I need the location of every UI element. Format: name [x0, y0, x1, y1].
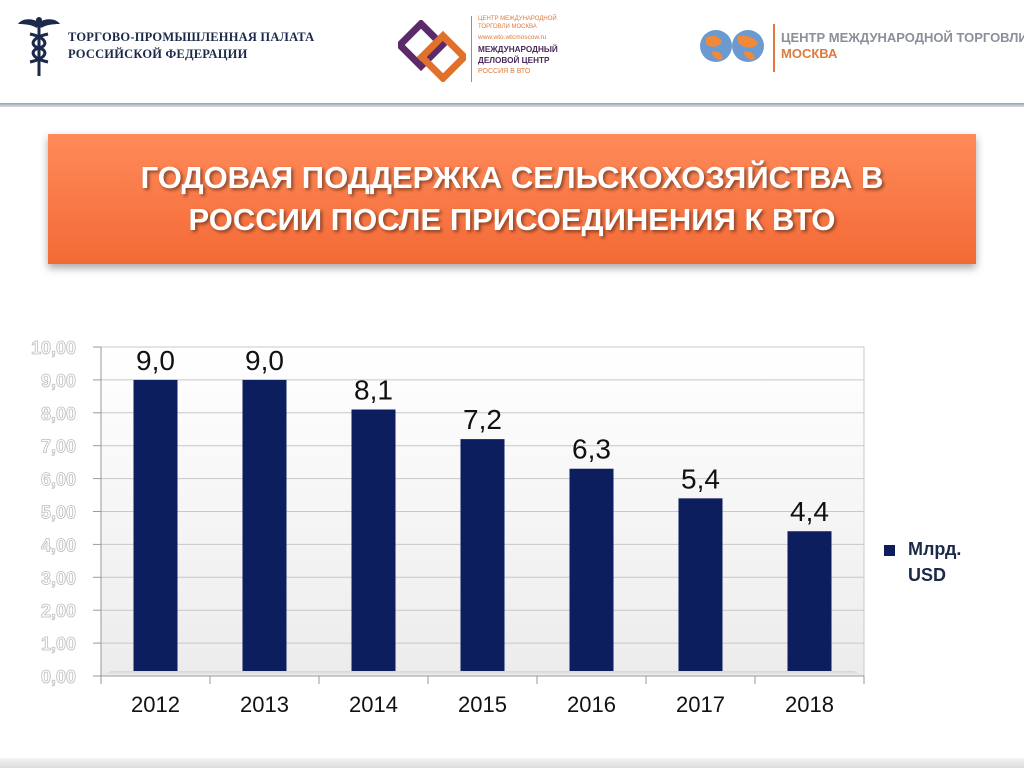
bar: [787, 531, 832, 671]
divider-line: [773, 24, 775, 72]
y-tick-label: 4,00: [41, 535, 76, 555]
x-tick-label: 2017: [676, 692, 725, 717]
plot-floor: [101, 671, 864, 676]
org-name-line1: ТОРГОВО-ПРОМЫШЛЕННАЯ ПАЛАТА: [68, 30, 315, 44]
bar: [242, 379, 287, 671]
bar: [569, 468, 614, 671]
x-tick-label: 2016: [567, 692, 616, 717]
y-tick-label: 2,00: [41, 601, 76, 621]
x-tick-label: 2013: [240, 692, 289, 717]
y-tick-label: 10,00: [31, 338, 76, 358]
bar: [460, 439, 505, 671]
data-label: 8,1: [354, 375, 393, 406]
x-tick-label: 2018: [785, 692, 834, 717]
y-tick-label: 0,00: [41, 667, 76, 687]
bar-chart-svg: 0,00 1,00 2,00 3,00 4,00 5,00 6,00 7,00 8,00 9,00…: [31, 338, 865, 717]
globe-pair-logo-icon: [700, 30, 764, 62]
bar: [133, 379, 178, 671]
bar: [678, 498, 723, 671]
x-tick-label: 2012: [131, 692, 180, 717]
y-tick-label: 7,00: [41, 437, 76, 457]
caduceus-icon: [18, 17, 60, 76]
slide-header: ТОРГОВО-ПРОМЫШЛЕННАЯ ПАЛАТА РОССИЙСКОЙ Ф…: [0, 0, 1024, 106]
bar-chart: 0,00 1,00 2,00 3,00 4,00 5,00 6,00 7,00 8,00 9,00…: [0, 320, 1024, 720]
data-label: 9,0: [245, 345, 284, 376]
mid-line4: МЕЖДУНАРОДНЫЙ: [478, 45, 558, 54]
y-tick-label: 3,00: [41, 568, 76, 588]
wtc-moscow-logo-block: ЦЕНТР МЕЖДУНАРОДНОЙ ТОРГОВЛИ МОСКВА: [698, 20, 1024, 76]
mid-line5: ДЕЛОВОЙ ЦЕНТР: [478, 56, 550, 65]
chamber-of-commerce-logo-block: ТОРГОВО-ПРОМЫШЛЕННАЯ ПАЛАТА РОССИЙСКОЙ Ф…: [18, 16, 318, 80]
data-label: 6,3: [572, 434, 611, 465]
y-tick-label: 1,00: [41, 634, 76, 654]
divider-line: [471, 16, 472, 82]
mid-line1: ЦЕНТР МЕЖДУНАРОДНОЙ: [478, 16, 557, 22]
mid-line2: ТОРГОВЛИ МОСКВА: [478, 24, 537, 30]
y-tick-label: 8,00: [41, 404, 76, 424]
data-label: 7,2: [463, 404, 502, 435]
wto-center-logo-block: ЦЕНТР МЕЖДУНАРОДНОЙ ТОРГОВЛИ МОСКВА www.…: [398, 14, 588, 86]
mid-line6: РОССИЯ В ВТО: [478, 68, 531, 75]
org-name-line2: РОССИЙСКОЙ ФЕДЕРАЦИИ: [68, 47, 248, 61]
wtc-name-line2: МОСКВА: [781, 46, 838, 61]
y-tick-label: 9,00: [41, 371, 76, 391]
legend-swatch: [884, 545, 895, 556]
mid-url-link[interactable]: www.wto.wtcmoscow.ru: [478, 34, 547, 41]
x-tick-label: 2015: [458, 692, 507, 717]
header-divider: [0, 103, 1024, 107]
legend-label: Млрд. USD: [908, 539, 962, 585]
data-label: 9,0: [136, 345, 175, 376]
x-tick-label: 2014: [349, 692, 398, 717]
wtc-name-line1: ЦЕНТР МЕЖДУНАРОДНОЙ ТОРГОВЛИ: [781, 30, 1024, 45]
bar: [351, 409, 396, 671]
data-label: 4,4: [790, 496, 829, 527]
slide-title-banner: ГОДОВАЯ ПОДДЕРЖКА СЕЛЬСКОХОЗЯЙСТВА В РОС…: [48, 134, 976, 264]
slide-title: ГОДОВАЯ ПОДДЕРЖКА СЕЛЬСКОХОЗЯЙСТВА В РОС…: [140, 160, 884, 237]
data-label: 5,4: [681, 463, 720, 494]
interlocked-squares-logo-icon: [398, 20, 466, 82]
chart-legend: Млрд. USD: [884, 536, 1004, 596]
y-tick-label: 5,00: [41, 503, 76, 523]
y-tick-label: 6,00: [41, 470, 76, 490]
footer-divider: [0, 758, 1024, 768]
